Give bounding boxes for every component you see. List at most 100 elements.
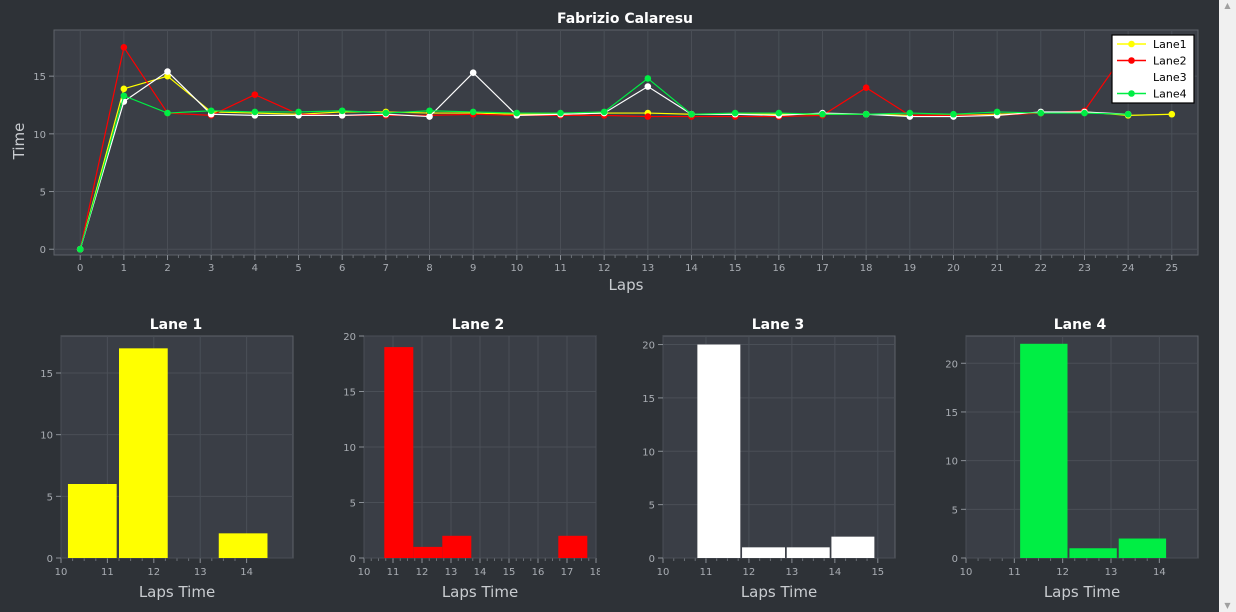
x-tick-label: 14 <box>828 567 841 578</box>
x-tick-label: 12 <box>743 567 756 578</box>
data-point <box>469 69 477 76</box>
data-point <box>76 245 84 253</box>
x-tick-label: 13 <box>1105 567 1118 578</box>
x-tick-label: 16 <box>532 567 545 578</box>
data-point <box>1168 110 1176 118</box>
legend-item: Lane1 <box>1117 38 1187 51</box>
y-tick-label: 5 <box>47 492 53 503</box>
chart-title: Fabrizio Calaresu <box>557 11 693 27</box>
histogram-bar <box>558 535 588 558</box>
data-point <box>1124 110 1132 118</box>
x-tick-label: 15 <box>729 263 742 274</box>
legend-item: Lane3 <box>1117 71 1187 84</box>
x-axis-label: Laps Time <box>442 583 518 601</box>
data-point <box>993 108 1001 116</box>
data-point <box>906 109 914 117</box>
data-point <box>950 110 957 118</box>
y-tick-label: 5 <box>649 501 655 512</box>
y-tick-label: 5 <box>40 188 46 199</box>
y-tick-label: 10 <box>945 457 958 468</box>
scroll-down-icon[interactable]: ▼ <box>1224 601 1231 610</box>
x-tick-label: 21 <box>991 263 1004 274</box>
y-tick-label: 5 <box>350 499 356 510</box>
histogram-bar <box>742 547 786 558</box>
histogram-bar <box>442 535 472 558</box>
plot-area <box>965 335 1199 559</box>
x-tick-label: 18 <box>590 567 600 578</box>
data-point <box>600 108 608 116</box>
lane-1-histogram: Lane 1 10 11 12 13 14 0 5 10 15 Laps Time <box>40 317 294 601</box>
x-tick-label: 11 <box>387 567 400 578</box>
lap-times-line-chart: Fabrizio Calaresu 0 1 2 3 4 5 6 7 8 9 10 11 12 13 14 15… <box>10 11 1199 294</box>
legend-box <box>1111 34 1195 104</box>
data-point <box>644 113 652 120</box>
histogram-bar <box>1118 538 1167 558</box>
legend-marker <box>1128 57 1135 64</box>
x-tick-label: 11 <box>1008 567 1021 578</box>
y-tick-label: 20 <box>343 332 356 343</box>
data-point <box>120 44 128 51</box>
x-tick-label: 18 <box>860 263 873 274</box>
y-tick-label: 0 <box>350 554 356 565</box>
legend-marker <box>1128 40 1135 48</box>
y-tick-label: 10 <box>40 431 53 442</box>
histogram-title: Lane 1 <box>150 317 202 333</box>
legend-label: Lane1 <box>1153 38 1187 51</box>
x-tick-label: 15 <box>503 567 516 578</box>
y-tick-label: 15 <box>945 408 958 419</box>
x-axis-label: Laps <box>609 276 644 294</box>
y-tick-label: 20 <box>642 341 655 352</box>
y-tick-label: 0 <box>649 554 655 565</box>
legend: Lane1 Lane2 Lane3 Lane4 <box>1111 34 1195 104</box>
vertical-scrollbar[interactable]: ▲ ▼ <box>1219 0 1236 612</box>
x-tick-label: 8 <box>426 263 432 274</box>
data-point <box>862 110 870 118</box>
histogram-bar <box>413 546 443 558</box>
grid-lines <box>54 30 1198 255</box>
histogram-bar <box>1020 343 1068 558</box>
axis-ticks: 0 1 2 3 4 5 6 7 8 9 10 11 12 13 14 15 16 17 18 19 20 21 22 23 24… <box>33 72 1178 274</box>
histogram-bar <box>697 344 741 558</box>
data-point <box>120 85 128 93</box>
data-point <box>251 91 259 98</box>
y-tick-label: 15 <box>642 394 655 405</box>
histogram-bar <box>67 484 117 558</box>
data-point <box>164 68 171 75</box>
data-point <box>469 108 477 116</box>
x-tick-label: 11 <box>554 263 567 274</box>
x-tick-label: 13 <box>641 263 654 274</box>
histogram-bar <box>384 347 414 558</box>
x-tick-label: 12 <box>598 263 611 274</box>
x-tick-label: 11 <box>101 567 114 578</box>
x-tick-label: 12 <box>147 567 160 578</box>
lane-3-histogram: Lane 3 10 11 12 13 14 15 0 5 10 15 20 Laps Time <box>642 317 896 601</box>
data-point <box>382 109 390 117</box>
x-tick-label: 22 <box>1034 263 1047 274</box>
x-tick-label: 5 <box>295 263 301 274</box>
x-tick-label: 3 <box>208 263 214 274</box>
scroll-up-icon[interactable]: ▲ <box>1224 1 1231 10</box>
x-tick-label: 16 <box>772 263 785 274</box>
x-tick-label: 1 <box>121 263 127 274</box>
x-tick-label: 0 <box>77 263 83 274</box>
y-tick-label: 15 <box>33 72 46 83</box>
histogram-bar <box>119 348 168 558</box>
data-point <box>207 107 215 115</box>
y-tick-label: 0 <box>47 554 53 565</box>
data-point <box>164 72 171 80</box>
legend-marker <box>1128 90 1135 97</box>
x-tick-label: 13 <box>445 567 458 578</box>
legend-label: Lane2 <box>1153 55 1187 68</box>
x-tick-label: 19 <box>903 263 916 274</box>
histogram-bar <box>786 547 830 558</box>
histogram-title: Lane 4 <box>1054 317 1107 333</box>
data-point <box>295 108 302 116</box>
x-tick-label: 17 <box>816 263 829 274</box>
x-axis-label: Laps Time <box>741 583 817 601</box>
data-point <box>338 107 346 115</box>
histogram-bar <box>831 536 875 558</box>
y-tick-label: 0 <box>952 554 958 565</box>
data-point <box>731 109 739 117</box>
x-tick-label: 10 <box>358 567 371 578</box>
x-tick-label: 14 <box>685 263 698 274</box>
